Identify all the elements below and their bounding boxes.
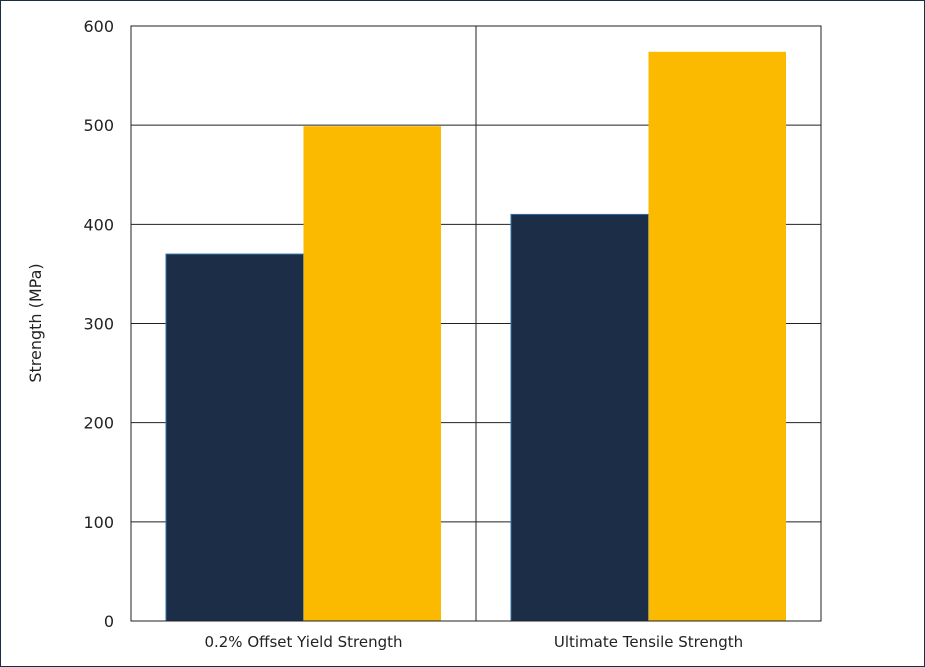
x-tick-label: Ultimate Tensile Strength — [554, 633, 743, 651]
x-tick-label: 0.2% Offset Yield Strength — [204, 633, 402, 651]
plot-border — [130, 25, 822, 622]
y-tick-label: 300 — [83, 315, 114, 334]
bars — [165, 51, 786, 622]
bar — [303, 126, 441, 622]
y-tick-label: 100 — [83, 513, 114, 532]
bar — [165, 253, 304, 622]
y-tick-label: 0 — [104, 612, 114, 631]
y-tick-label: 600 — [83, 17, 114, 36]
y-tick-label: 500 — [83, 116, 114, 135]
axes — [130, 25, 822, 622]
y-tick-label: 400 — [83, 215, 114, 234]
y-axis-title: Strength (MPa) — [26, 263, 45, 382]
labels: 0.2% Offset Yield Strength Ultimate Tensi… — [83, 17, 743, 651]
y-tick-label: 200 — [83, 414, 114, 433]
bar — [648, 51, 786, 622]
bar — [510, 213, 649, 622]
